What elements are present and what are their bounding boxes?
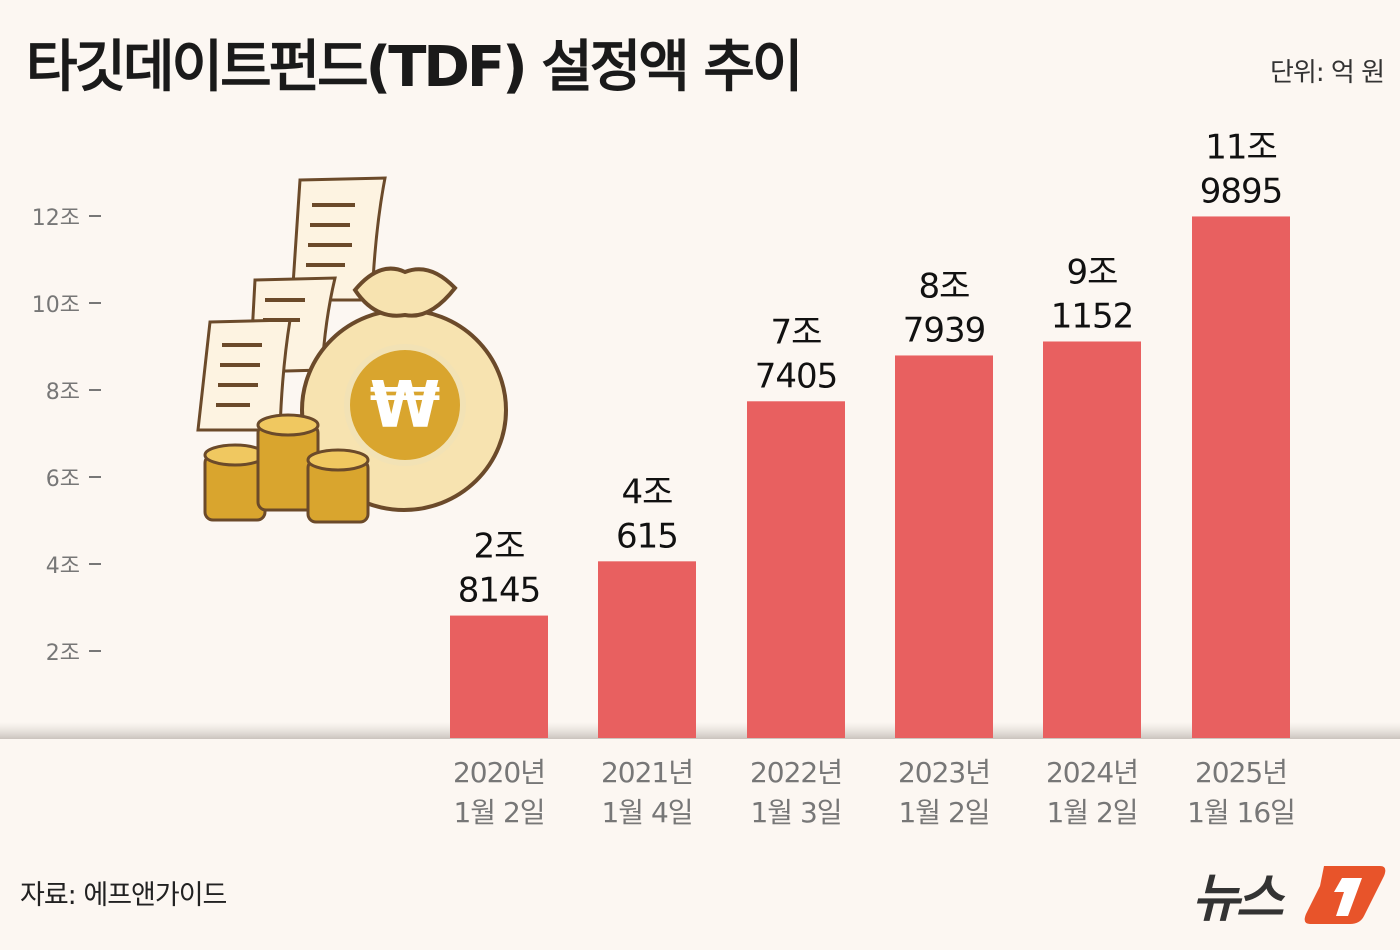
x-tick-label-year: 2023년 [898, 756, 990, 789]
bar [450, 615, 548, 738]
x-tick-label-date: 1월 2일 [898, 796, 989, 829]
bar [895, 355, 993, 738]
data-label-line1: 11조 [1205, 127, 1277, 167]
x-tick-label-date: 1월 2일 [453, 796, 544, 829]
x-tick-label-year: 2021년 [601, 756, 693, 789]
data-label-line2: 7405 [755, 356, 838, 396]
chart-title: 타깃데이트펀드(TDF) 설정액 추이 [26, 35, 803, 100]
source-note: 자료: 에프앤가이드 [20, 880, 227, 911]
y-tick-label: 8조 [46, 380, 80, 405]
data-label-line1: 7조 [771, 312, 822, 352]
x-tick-label-date: 1월 3일 [750, 796, 841, 829]
x-tick-label-year: 2020년 [453, 756, 545, 789]
money-illustration: ₩ [196, 176, 508, 524]
won-icon: ₩ [370, 369, 441, 443]
x-tick-label-year: 2022년 [750, 756, 842, 789]
data-label-line2: 1152 [1051, 296, 1134, 336]
data-label-line2: 615 [616, 516, 678, 556]
bar [598, 561, 696, 738]
x-tick-label-year: 2025년 [1195, 756, 1287, 789]
x-tick-label-year: 2024년 [1046, 756, 1138, 789]
data-label-line1: 9조 [1067, 252, 1118, 292]
y-tick-label: 4조 [46, 554, 80, 579]
data-label-line2: 7939 [903, 310, 986, 350]
unit-label: 단위: 억 원 [1270, 58, 1385, 88]
data-label-line1: 2조 [474, 527, 525, 567]
bar [747, 401, 845, 738]
data-label-line1: 4조 [622, 472, 673, 512]
x-tick-label-date: 1월 16일 [1187, 796, 1295, 829]
news1-logo: 뉴스 [1192, 866, 1386, 928]
data-label-line2: 9895 [1200, 171, 1283, 211]
coin-stack-icon [203, 413, 370, 524]
svg-text:뉴스: 뉴스 [1192, 869, 1286, 928]
y-tick-label: 2조 [46, 641, 80, 666]
y-tick-label: 6조 [46, 467, 80, 492]
baseline-shadow [0, 722, 1400, 739]
x-tick-label-date: 1월 4일 [601, 796, 692, 829]
x-tick-label-date: 1월 2일 [1046, 796, 1137, 829]
y-tick-label: 10조 [32, 293, 80, 318]
data-label-line2: 8145 [458, 571, 541, 611]
y-tick-label: 12조 [32, 206, 80, 231]
data-label-line1: 8조 [919, 266, 970, 306]
bar [1192, 216, 1290, 738]
bar [1043, 341, 1141, 738]
